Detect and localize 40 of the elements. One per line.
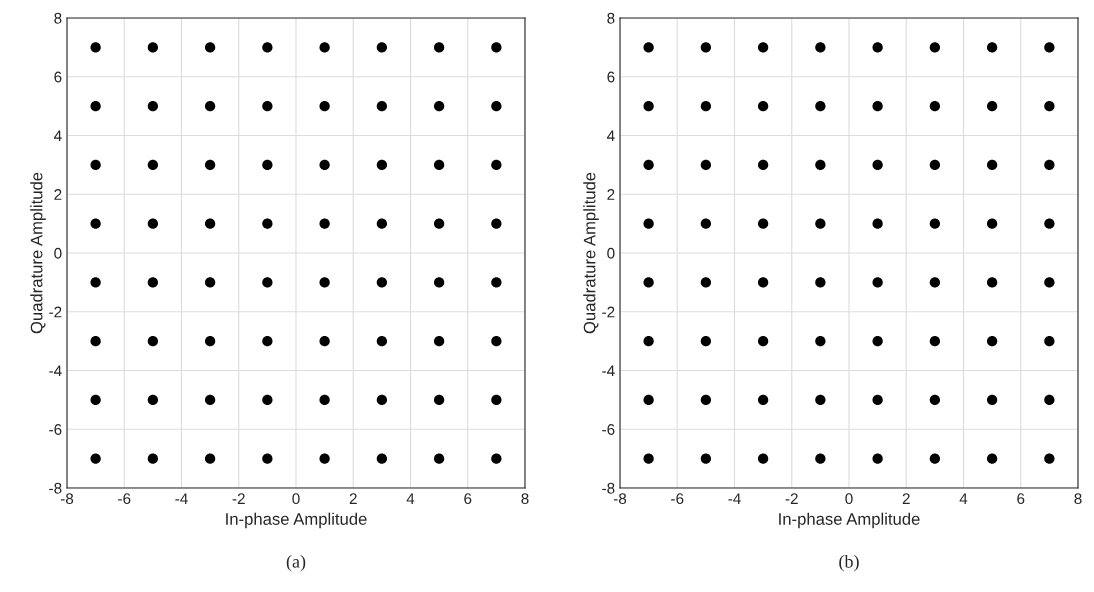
y-tick-label: 2	[54, 189, 62, 200]
y-tick-label: 6	[54, 71, 62, 83]
y-tick-label: 2	[607, 189, 615, 200]
text: (a)	[286, 555, 306, 572]
x-tick-label: -6	[118, 493, 131, 505]
x-tick-label: 0	[845, 493, 853, 505]
x-tick-label: -2	[232, 493, 245, 504]
x-tick-label: 4	[959, 493, 968, 504]
y-tick-label: -8	[602, 482, 615, 494]
x-tick-label: 2	[349, 493, 357, 504]
y-tick-label: 8	[607, 12, 615, 24]
x-tick-label: 8	[521, 493, 529, 505]
y-tick-label: 4	[53, 130, 62, 142]
y-tick-label: 0	[607, 247, 615, 259]
y-axis-title: Quadrature Amplitude	[583, 172, 599, 334]
y-tick-label: -2	[602, 306, 615, 318]
x-tick-label: -2	[785, 493, 798, 504]
y-tick-label: -6	[49, 424, 62, 435]
y-tick-label: -6	[602, 424, 615, 435]
y-tick-label: -8	[49, 482, 62, 494]
text: (b)	[839, 555, 859, 572]
y-tick-label: 4	[606, 130, 615, 142]
y-tick-label: -4	[602, 365, 615, 377]
x-tick-label: 6	[464, 493, 472, 505]
y-tick-label: 0	[54, 247, 62, 259]
y-tick-label: 6	[607, 71, 615, 83]
x-tick-label: -4	[728, 493, 741, 504]
x-tick-label: -6	[671, 493, 684, 505]
x-tick-label: 8	[1074, 493, 1082, 505]
y-axis-title: Quadrature Amplitude	[30, 172, 46, 334]
x-tick-label: 6	[1017, 493, 1025, 505]
x-tick-label: 4	[406, 493, 415, 504]
x-tick-label: 0	[292, 493, 300, 505]
y-tick-label: 8	[54, 12, 62, 24]
x-tick-label: -4	[175, 493, 188, 504]
y-tick-label: -4	[49, 365, 62, 377]
y-tick-label: -2	[49, 306, 62, 318]
x-axis-title: In-phase Amplitude	[779, 512, 920, 529]
x-axis-title: In-phase Amplitude	[226, 512, 367, 529]
x-tick-label: 2	[902, 493, 910, 504]
